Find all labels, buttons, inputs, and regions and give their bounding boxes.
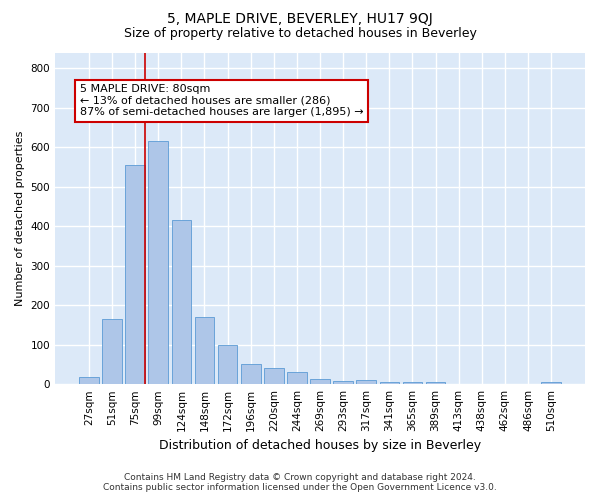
Bar [79, 377, 99, 384]
Bar [403, 382, 422, 384]
Text: Size of property relative to detached houses in Beverley: Size of property relative to detached ho… [124, 28, 476, 40]
Bar [541, 382, 561, 384]
Bar [241, 364, 260, 384]
Bar [310, 378, 330, 384]
Bar [102, 319, 122, 384]
Bar [426, 382, 445, 384]
Text: 5 MAPLE DRIVE: 80sqm
← 13% of detached houses are smaller (286)
87% of semi-deta: 5 MAPLE DRIVE: 80sqm ← 13% of detached h… [80, 84, 364, 117]
Bar [148, 142, 168, 384]
X-axis label: Distribution of detached houses by size in Beverley: Distribution of detached houses by size … [159, 440, 481, 452]
Bar [218, 344, 238, 384]
Bar [264, 368, 284, 384]
Bar [125, 165, 145, 384]
Bar [287, 372, 307, 384]
Bar [194, 317, 214, 384]
Text: 5, MAPLE DRIVE, BEVERLEY, HU17 9QJ: 5, MAPLE DRIVE, BEVERLEY, HU17 9QJ [167, 12, 433, 26]
Text: Contains HM Land Registry data © Crown copyright and database right 2024.
Contai: Contains HM Land Registry data © Crown c… [103, 473, 497, 492]
Bar [334, 381, 353, 384]
Bar [380, 382, 399, 384]
Y-axis label: Number of detached properties: Number of detached properties [15, 130, 25, 306]
Bar [356, 380, 376, 384]
Bar [172, 220, 191, 384]
